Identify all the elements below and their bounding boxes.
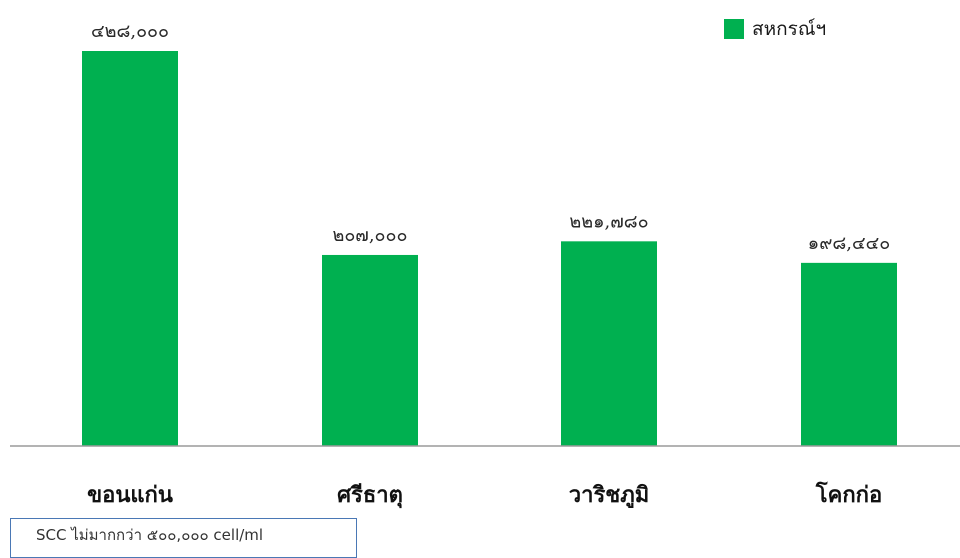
value-label-1: ๔๒๘,๐๐๐ [91,21,169,42]
category-label-4: โคกก่อ [815,481,882,508]
value-label-4: ๑๙๘,๔๔๐ [808,233,890,254]
bar-1 [82,51,178,446]
value-label-3: ๒๒๑,๗๘๐ [569,211,648,232]
category-labels-group: ขอนแก่น ศรีธาตุ วาริชภูมิ โคกก่อ [87,481,882,509]
bar-4 [801,262,897,446]
legend-swatch [724,19,744,39]
bars-group [82,51,897,446]
category-label-2: ศรีธาตุ [337,482,403,509]
value-label-2: ๒๐๗,๐๐๐ [332,225,407,246]
legend-label: สหกรณ์ฯ [752,18,827,40]
scc-note-box: SCC ไม่มากกว่า ๕๐๐,๐๐๐ cell/ml [10,518,357,558]
category-label-3: วาริชภูมิ [569,482,649,509]
legend: สหกรณ์ฯ [724,14,826,44]
scc-note-text: SCC ไม่มากกว่า ๕๐๐,๐๐๐ cell/ml [36,526,264,544]
category-label-1: ขอนแก่น [87,482,173,508]
bar-3 [561,241,657,446]
bar-2 [322,254,418,446]
